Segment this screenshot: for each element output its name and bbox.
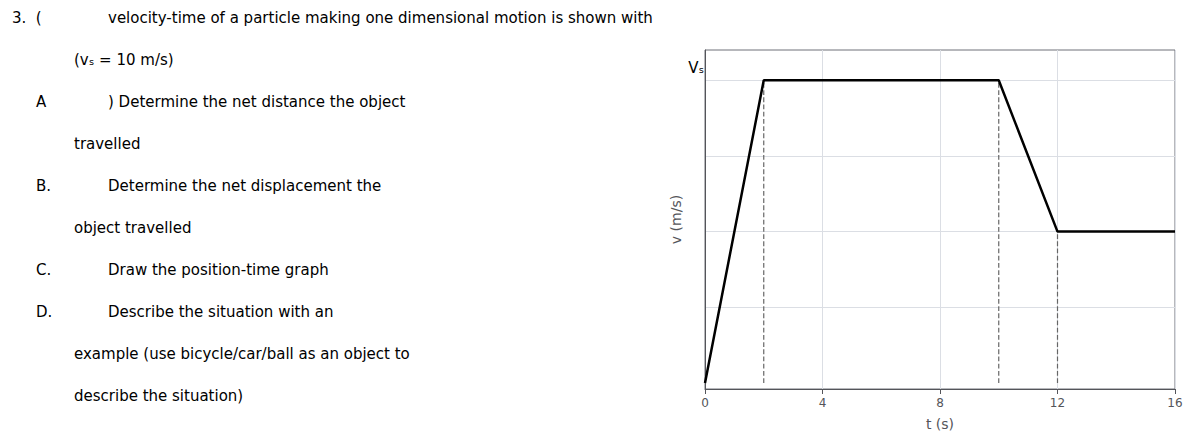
svg-text:velocity-time of a particle ma: velocity-time of a particle making one d… — [108, 9, 653, 27]
svg-text:B.: B. — [36, 177, 51, 195]
svg-text:8: 8 — [936, 396, 944, 410]
svg-text:object travelled: object travelled — [74, 219, 191, 237]
svg-text:0: 0 — [701, 396, 709, 410]
svg-text:describe the situation): describe the situation) — [74, 387, 243, 405]
svg-text:3. (: 3. ( — [12, 9, 42, 27]
svg-text:example (use bicycle/car/ball: example (use bicycle/car/ball as an obje… — [74, 345, 410, 363]
svg-text:Describe the situation with an: Describe the situation with an — [108, 303, 333, 321]
svg-text:A: A — [36, 93, 47, 111]
svg-text:travelled: travelled — [74, 135, 140, 153]
svg-text:C.: C. — [36, 261, 51, 279]
svg-text:Draw the position-time graph: Draw the position-time graph — [108, 261, 329, 279]
svg-text:4: 4 — [819, 396, 827, 410]
svg-text:) Determine the net distance t: ) Determine the net distance the object — [108, 93, 406, 111]
svg-text:D.: D. — [36, 303, 52, 321]
svg-text:Determine the net displacement: Determine the net displacement the — [108, 177, 381, 195]
svg-text:(vₛ = 10 m/s): (vₛ = 10 m/s) — [74, 51, 174, 69]
svg-text:12: 12 — [1050, 396, 1065, 410]
svg-text:16: 16 — [1167, 396, 1182, 410]
svg-text:v (m/s): v (m/s) — [668, 195, 684, 244]
svg-text:t (s): t (s) — [926, 416, 954, 432]
svg-text:Vₛ: Vₛ — [688, 59, 704, 77]
